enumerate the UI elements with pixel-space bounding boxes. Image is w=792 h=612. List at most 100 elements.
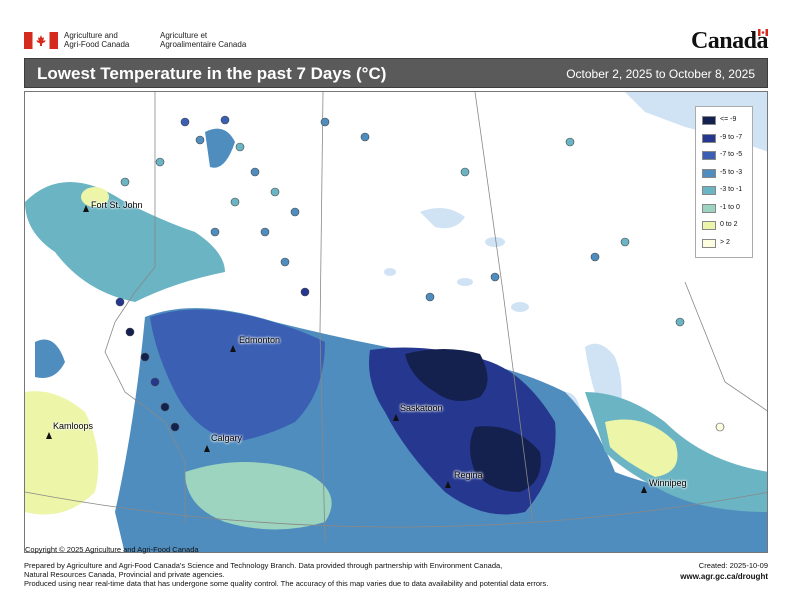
northern-lake-4 bbox=[384, 268, 396, 276]
station bbox=[155, 157, 165, 167]
legend-label: -7 to -5 bbox=[720, 151, 743, 158]
station bbox=[675, 317, 685, 327]
station bbox=[715, 422, 725, 432]
legend-label: <= -9 bbox=[720, 116, 737, 123]
city-label-saskatoon: Saskatoon bbox=[400, 403, 443, 413]
mb-on-boundary bbox=[684, 281, 767, 412]
station bbox=[195, 135, 205, 145]
canada-flag-icon bbox=[24, 32, 58, 49]
weather-stations bbox=[115, 115, 730, 432]
station bbox=[260, 227, 270, 237]
kamloops-marker bbox=[46, 432, 52, 439]
date-range: October 2, 2025 to October 8, 2025 bbox=[566, 67, 755, 81]
station bbox=[235, 142, 245, 152]
footer-notes: Prepared by Agriculture and Agri-Food Ca… bbox=[24, 561, 584, 588]
legend-item: -7 to -5 bbox=[700, 148, 748, 166]
legend-item: 0 to 2 bbox=[700, 218, 748, 236]
temperature-fill bbox=[25, 128, 767, 552]
zone-south-alberta-minus1-to-0 bbox=[185, 462, 332, 530]
footer-line-2: Natural Resources Canada, Provincial and… bbox=[24, 570, 225, 579]
northern-lake-1 bbox=[485, 237, 505, 247]
zone-saskatoon-coldest bbox=[405, 349, 488, 401]
station bbox=[565, 137, 575, 147]
saskatoon-marker bbox=[393, 414, 399, 421]
station bbox=[170, 422, 180, 432]
legend-swatch bbox=[702, 238, 716, 248]
station bbox=[125, 327, 135, 337]
legend-swatch bbox=[702, 116, 716, 125]
station bbox=[280, 257, 290, 267]
station bbox=[115, 297, 125, 307]
province-boundaries bbox=[25, 92, 767, 543]
zone-kamloops-0-to-2 bbox=[25, 391, 99, 515]
department-name-fr: Agriculture et Agroalimentaire Canada bbox=[160, 31, 246, 49]
legend-swatch bbox=[702, 221, 716, 230]
legend: <= -9 -9 to -7 -7 to -5 -5 to -3 -3 to -1 -1 … bbox=[695, 106, 753, 258]
canada-wordmark: Canada bbox=[690, 28, 769, 54]
station bbox=[360, 132, 370, 142]
bc-ab-boundary-rockies bbox=[104, 266, 186, 522]
legend-swatch bbox=[702, 133, 716, 143]
dept-en-line1: Agriculture and bbox=[64, 31, 118, 40]
city-label-regina: Regina bbox=[454, 470, 483, 480]
legend-swatch bbox=[702, 186, 716, 195]
station bbox=[620, 237, 630, 247]
map-canvas bbox=[25, 92, 767, 552]
city-label-fort-st-john: Fort St. John bbox=[91, 200, 143, 210]
station bbox=[290, 207, 300, 217]
legend-item: -3 to -1 bbox=[700, 183, 748, 201]
fort-st-john-marker bbox=[83, 205, 89, 212]
footer-line-1: Prepared by Agriculture and Agri-Food Ca… bbox=[24, 561, 503, 570]
zone-northern-ab-patch bbox=[205, 128, 235, 168]
station bbox=[590, 252, 600, 262]
city-label-calgary: Calgary bbox=[211, 433, 243, 443]
legend-label: -9 to -7 bbox=[720, 133, 743, 141]
legend-item: <= -9 bbox=[700, 113, 748, 131]
legend-swatch bbox=[702, 168, 716, 178]
station bbox=[460, 167, 470, 177]
lake-athabasca-area bbox=[420, 208, 465, 229]
legend-swatch bbox=[702, 203, 716, 213]
station bbox=[140, 352, 150, 362]
city-label-kamloops: Kamloops bbox=[53, 421, 94, 431]
northern-lake-3 bbox=[511, 302, 529, 312]
copyright-notice: Copyright © 2025 Agriculture and Agri-Fo… bbox=[25, 545, 199, 554]
legend-label: -3 to -1 bbox=[720, 186, 743, 193]
station bbox=[220, 115, 230, 125]
department-name-en: Agriculture and Agri-Food Canada bbox=[64, 31, 129, 49]
northern-lake-2 bbox=[457, 278, 473, 286]
station bbox=[180, 117, 190, 127]
zone-manitoba-0-to-2 bbox=[605, 419, 678, 477]
legend-item: > 2 bbox=[700, 236, 748, 254]
zone-regina-coldest bbox=[470, 426, 541, 492]
created-date: Created: 2025-10-09 bbox=[698, 561, 768, 570]
station bbox=[250, 167, 260, 177]
station bbox=[425, 292, 435, 302]
regina-marker bbox=[445, 481, 451, 488]
station bbox=[320, 117, 330, 127]
station bbox=[120, 177, 130, 187]
ab-sk-boundary bbox=[319, 92, 326, 543]
legend-item: -1 to 0 bbox=[700, 201, 748, 219]
station bbox=[270, 187, 280, 197]
zone-bc-interior bbox=[35, 339, 65, 378]
station bbox=[160, 402, 170, 412]
station bbox=[150, 377, 160, 387]
edmonton-marker bbox=[230, 345, 236, 352]
winnipeg-marker bbox=[641, 486, 647, 493]
map-frame: Fort St. John Edmonton Kamloops Calgary … bbox=[24, 91, 768, 553]
station bbox=[230, 197, 240, 207]
dept-fr-line1: Agriculture et bbox=[160, 31, 208, 40]
legend-swatch bbox=[702, 151, 716, 160]
wordmark-flag-icon bbox=[758, 29, 768, 36]
zone-bc-north-minus3-to-minus1 bbox=[25, 182, 225, 302]
dept-fr-line2: Agroalimentaire Canada bbox=[160, 40, 247, 49]
footer-line-3: Produced using near real-time data that … bbox=[24, 579, 549, 588]
legend-label: -5 to -3 bbox=[720, 168, 743, 176]
station bbox=[490, 272, 500, 282]
sk-mb-boundary bbox=[474, 92, 534, 523]
zone-fort-st-john-0-to-2 bbox=[81, 187, 109, 207]
website-link[interactable]: www.agr.gc.ca/drought bbox=[680, 572, 768, 581]
station bbox=[300, 287, 310, 297]
